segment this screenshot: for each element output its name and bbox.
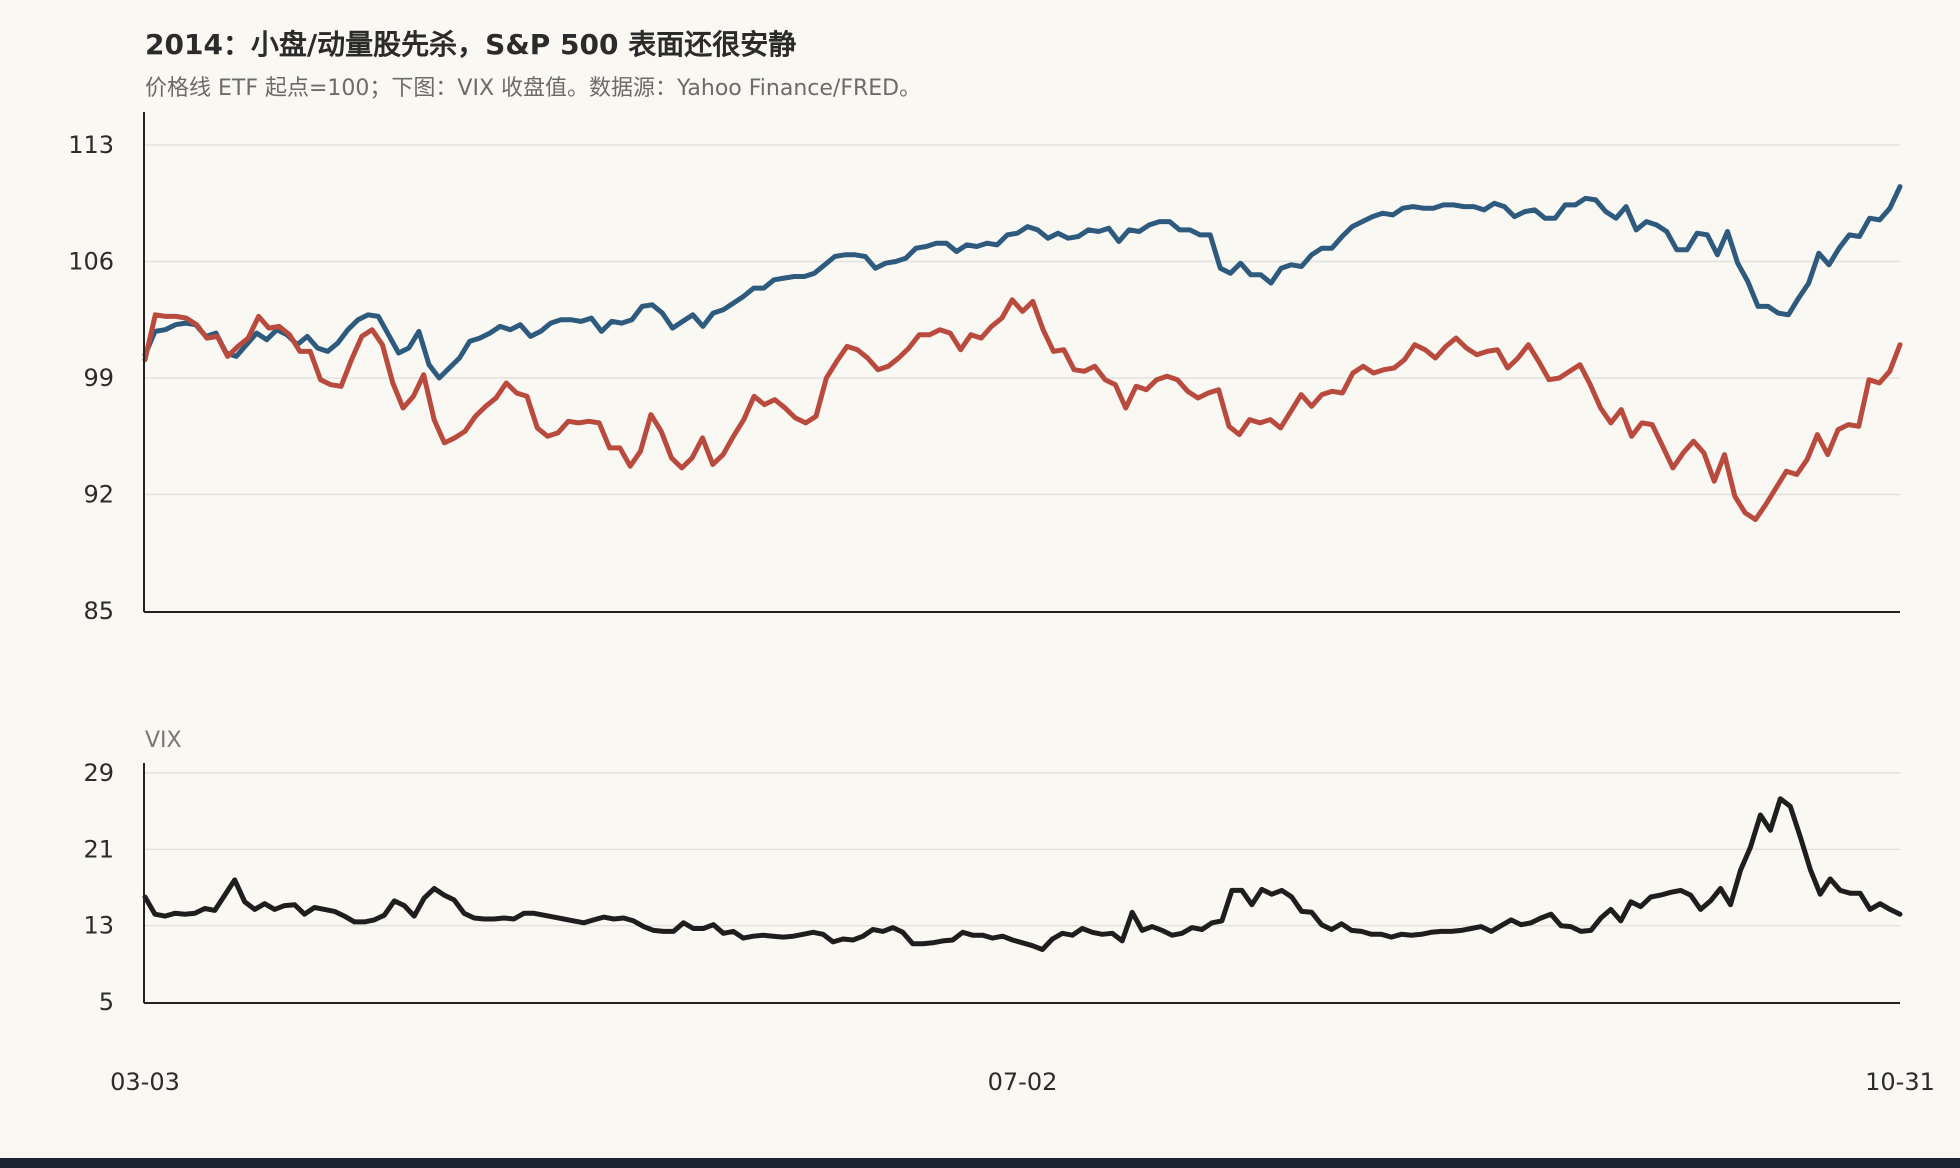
- price-y-tick-label: 106: [68, 248, 114, 276]
- x-tick-labels: 03-03 07-02 10-31: [110, 1068, 1935, 1096]
- price-y-tick-label: 113: [68, 131, 114, 159]
- price-series-line-0: [142, 184, 1903, 381]
- chart-title: 2014：小盘/动量股先杀，S&P 500 表面还很安静: [145, 28, 796, 61]
- vix-series: [142, 796, 1903, 952]
- bottom-bar: [0, 1158, 1960, 1168]
- chart-subtitle: 价格线 ETF 起点=100；下图：VIX 收盘值。数据源：Yahoo Fina…: [145, 76, 921, 101]
- price-y-tick-label: 92: [83, 481, 114, 509]
- price-y-ticks: 85 92 99 106 113: [68, 131, 114, 625]
- price-panel: 85 92 99 106 113: [68, 112, 1903, 625]
- vix-y-tick-label: 13: [83, 912, 114, 940]
- price-series-line-1: [142, 297, 1903, 522]
- vix-y-tick-label: 5: [99, 988, 114, 1016]
- vix-panel: VIX 5 13 21 29: [83, 728, 1903, 1016]
- x-tick-label: 07-02: [988, 1068, 1058, 1096]
- vix-panel-label: VIX: [145, 728, 182, 753]
- x-tick-label: 03-03: [110, 1068, 180, 1096]
- price-grid: [145, 144, 1900, 496]
- vix-y-tick-label: 21: [83, 835, 114, 863]
- vix-y-tick-label: 29: [83, 759, 114, 787]
- price-y-tick-label: 85: [83, 597, 114, 625]
- vix-grid: [145, 772, 1900, 927]
- vix-series-line-0: [142, 796, 1903, 952]
- price-series: [142, 184, 1903, 522]
- price-y-tick-label: 99: [83, 364, 114, 392]
- vix-y-ticks: 5 13 21 29: [83, 759, 114, 1016]
- x-tick-label: 10-31: [1865, 1068, 1935, 1096]
